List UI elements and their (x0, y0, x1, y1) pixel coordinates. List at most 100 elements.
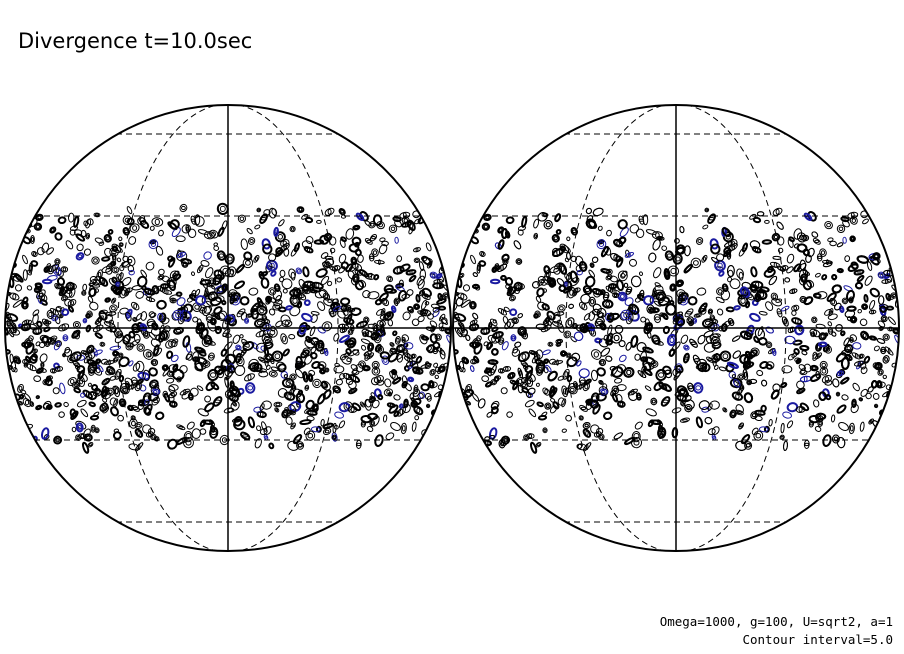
contour (65, 240, 74, 250)
contour (198, 266, 202, 272)
contour (101, 256, 111, 262)
contour (67, 305, 75, 313)
contour (194, 216, 205, 227)
contour (378, 222, 384, 228)
contour (141, 325, 146, 330)
contour (319, 342, 323, 347)
contour (772, 207, 783, 216)
contour (390, 343, 394, 346)
contour-note: Contour interval=5.0 (742, 632, 893, 647)
contour (207, 352, 215, 361)
contour (295, 392, 306, 404)
contour (362, 270, 366, 277)
contour (341, 356, 352, 365)
contour (378, 292, 389, 303)
contour (99, 341, 106, 347)
contour (254, 438, 262, 449)
contour (82, 318, 88, 324)
contour (24, 324, 28, 330)
contour (429, 382, 433, 387)
contour (168, 384, 179, 392)
contour (247, 416, 256, 429)
contour (7, 322, 11, 327)
title: Divergence t=10.0sec (18, 29, 252, 53)
contour (376, 379, 385, 386)
contour (127, 344, 132, 349)
contour (300, 349, 310, 359)
contour (117, 414, 124, 422)
contour (165, 339, 176, 349)
contour (290, 375, 296, 379)
contour (340, 214, 347, 219)
contour (324, 323, 330, 330)
contour (13, 367, 18, 373)
contour (287, 393, 292, 400)
contour (284, 320, 289, 327)
contour (67, 298, 77, 307)
contour (41, 363, 44, 367)
contour (370, 332, 379, 341)
contour (294, 368, 304, 379)
contour (290, 424, 296, 428)
contour (135, 360, 145, 373)
contour (141, 395, 151, 407)
contour (94, 387, 102, 396)
contour (373, 362, 379, 368)
contour (340, 236, 347, 243)
contour (357, 270, 360, 276)
contour (61, 308, 70, 317)
contour (280, 333, 288, 345)
contour (124, 217, 131, 223)
contour (278, 219, 285, 227)
contour (106, 298, 110, 302)
contour (345, 347, 352, 356)
contour (372, 334, 377, 339)
contour (176, 376, 182, 383)
contour (775, 208, 780, 215)
contour (72, 330, 81, 340)
contour (310, 409, 314, 416)
contour (509, 295, 516, 302)
contour (331, 264, 341, 272)
contour (154, 218, 160, 226)
contour (183, 389, 187, 396)
contour (398, 403, 404, 409)
contour (5, 311, 11, 320)
contour (76, 435, 80, 440)
contour (129, 339, 140, 348)
contour (109, 397, 117, 406)
contour (108, 359, 111, 366)
contour (173, 270, 180, 278)
contour (207, 232, 212, 239)
contour (35, 367, 44, 374)
contour (320, 418, 325, 427)
contour (149, 312, 157, 319)
contour (140, 220, 150, 229)
contour (371, 399, 380, 409)
contour (66, 282, 77, 290)
contour (148, 311, 156, 318)
contour (296, 206, 305, 214)
contour (26, 285, 33, 291)
contour (42, 278, 53, 285)
contour (70, 300, 74, 306)
contour (133, 303, 138, 309)
contour (379, 321, 385, 327)
contour (731, 411, 735, 417)
contour (169, 270, 180, 282)
contour (205, 300, 214, 307)
contour (73, 383, 79, 388)
contour (399, 263, 411, 272)
contour (307, 281, 312, 288)
contour (196, 385, 204, 392)
contour (268, 308, 276, 316)
contour (328, 311, 335, 315)
contour (811, 316, 818, 324)
contour (36, 320, 43, 328)
contour (310, 311, 320, 316)
contour (409, 377, 413, 382)
contour (168, 279, 177, 292)
contour (121, 387, 127, 392)
contour (403, 398, 409, 408)
contour (245, 313, 254, 318)
